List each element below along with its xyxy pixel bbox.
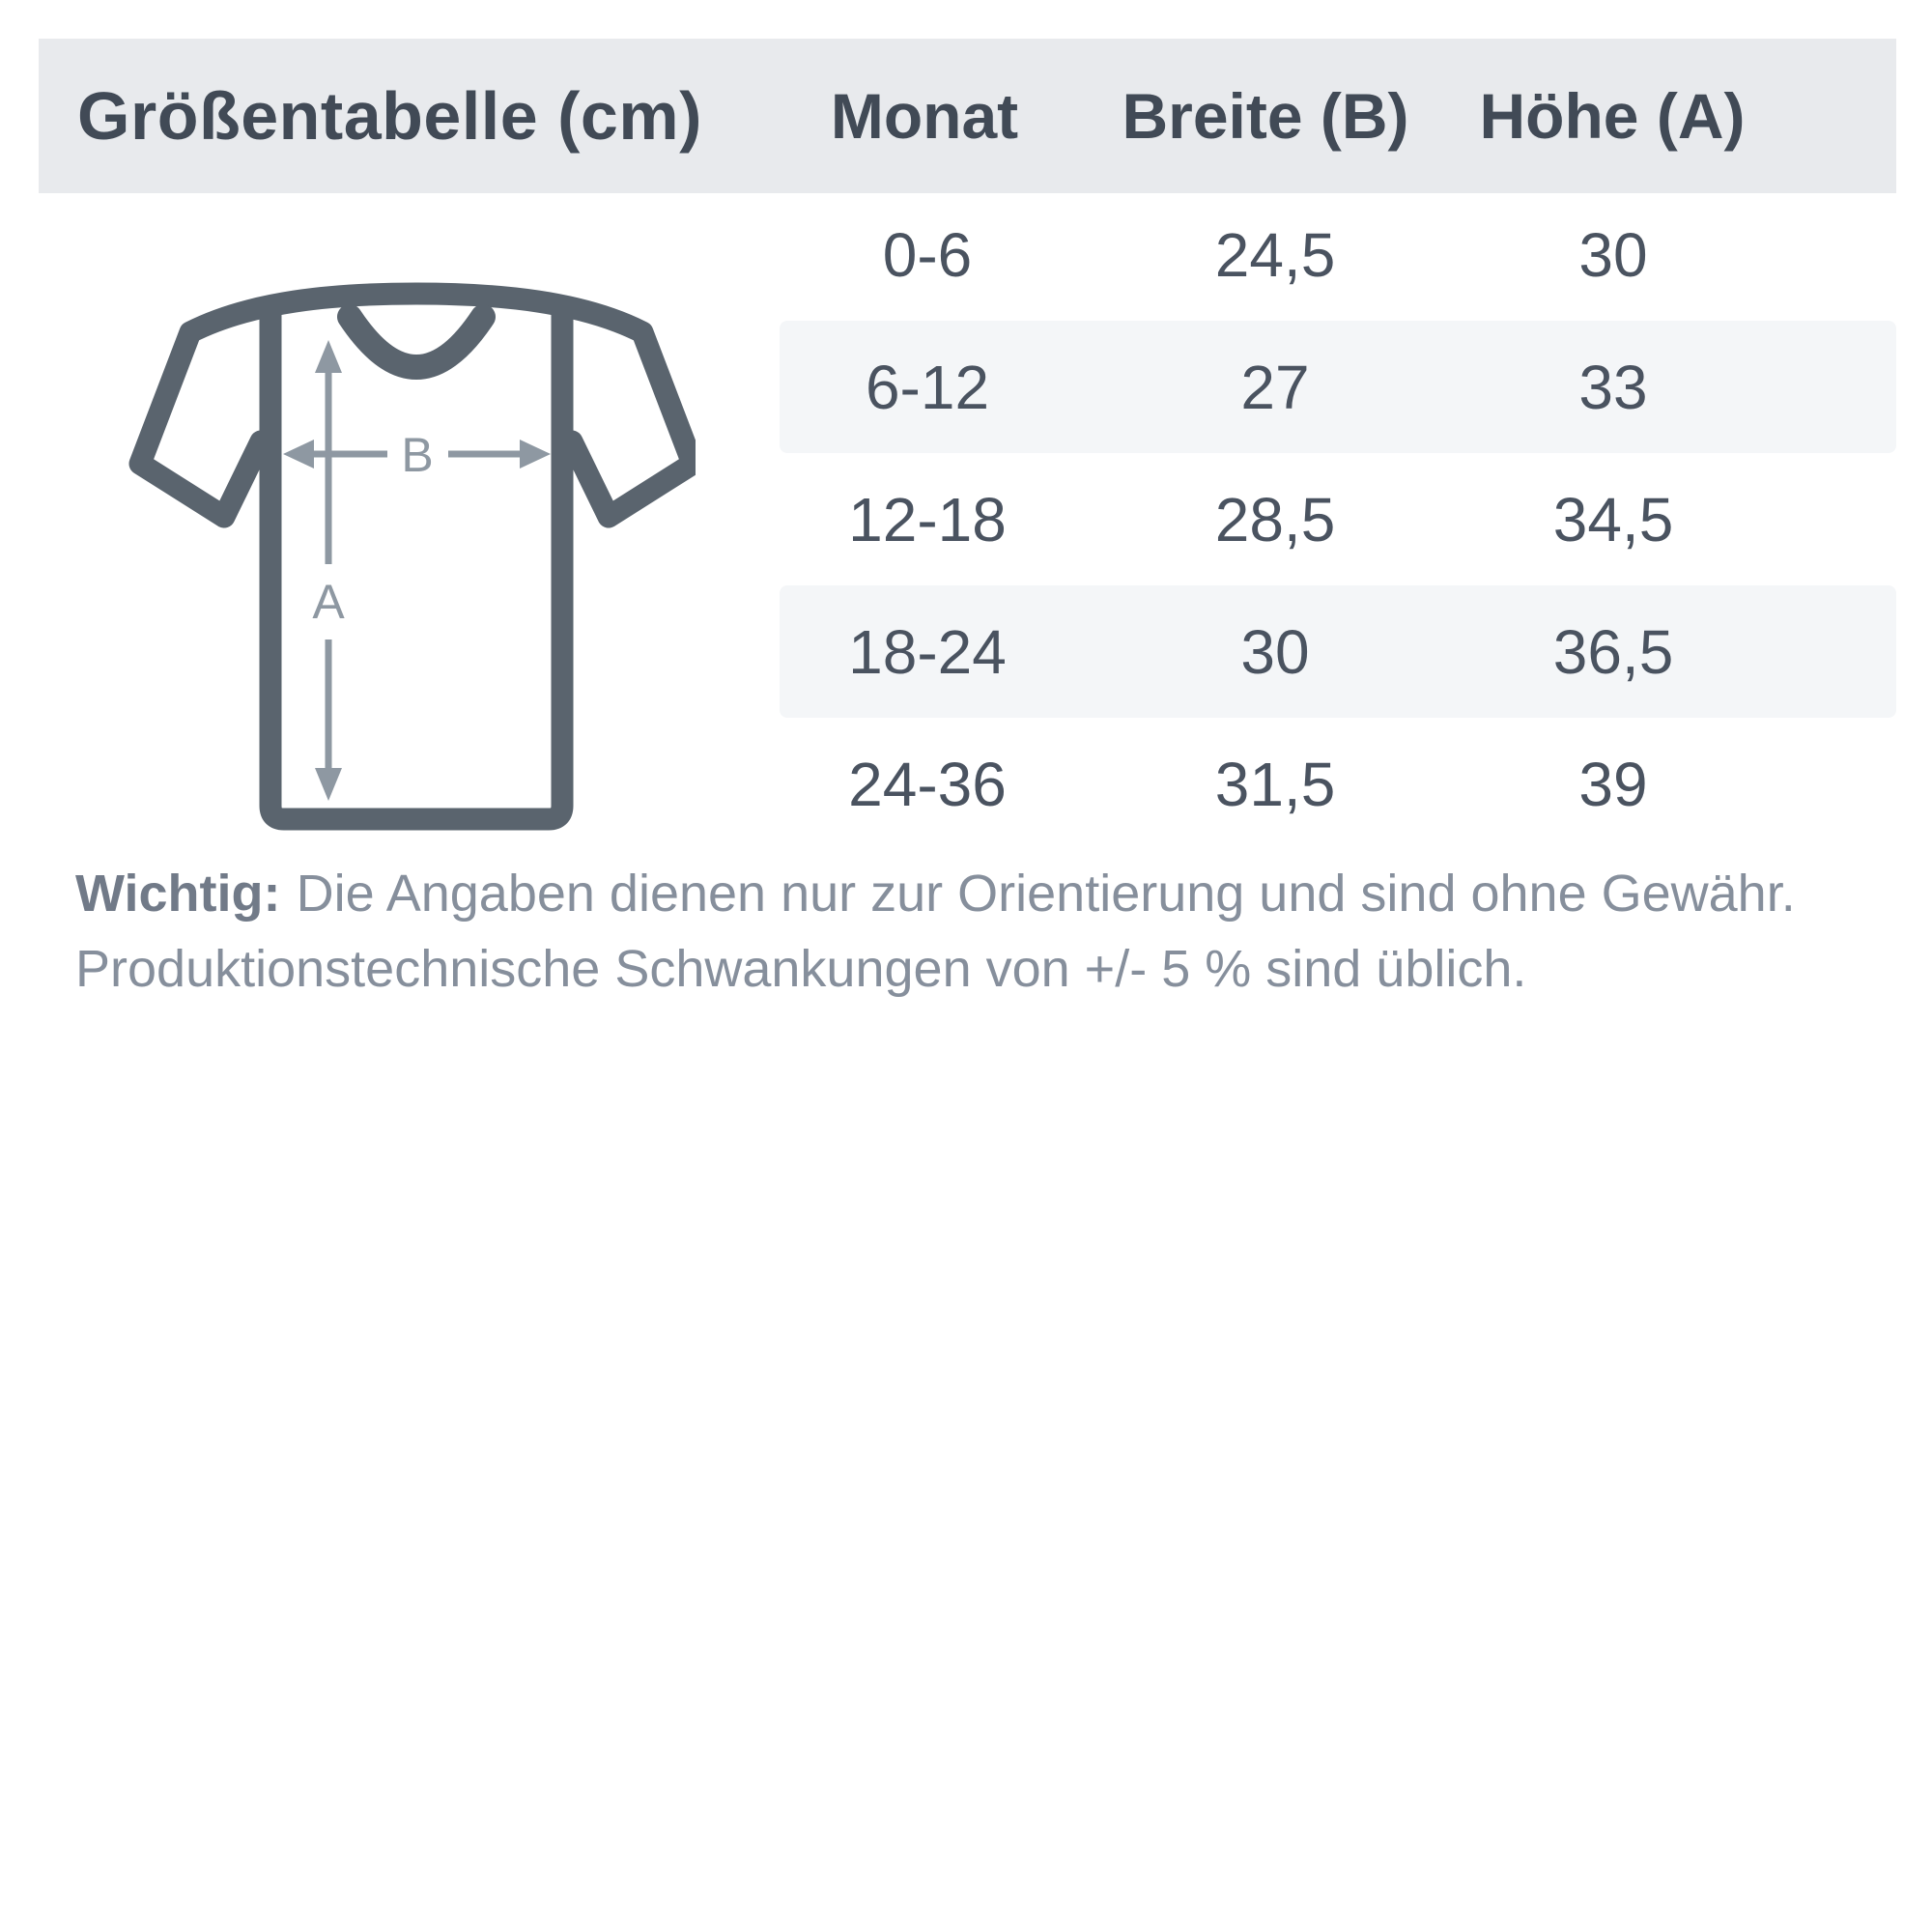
column-header-monat: Monat [830, 80, 1019, 152]
cell-breite: 24,5 [1214, 219, 1336, 290]
cell-hoehe: 33 [1578, 352, 1648, 422]
disclaimer-line-1: Wichtig: Die Angaben dienen nur zur Orien… [75, 856, 1872, 931]
table-row: 6-12 27 33 [0, 321, 1932, 453]
cell-monat: 24-36 [848, 749, 1007, 819]
cell-hoehe: 36,5 [1552, 616, 1674, 687]
cell-breite: 31,5 [1214, 749, 1336, 819]
cell-monat: 12-18 [848, 484, 1007, 554]
cell-breite: 27 [1240, 352, 1310, 422]
height-dimension-arrow [315, 340, 342, 801]
cell-hoehe: 39 [1578, 749, 1648, 819]
disclaimer-text-2: Produktionstechnische Schwankungen von +… [75, 940, 1527, 998]
tshirt-outline [128, 282, 704, 528]
disclaimer-text-1: Die Angaben dienen nur zur Orientierung … [296, 865, 1796, 923]
disclaimer-line-2: Produktionstechnische Schwankungen von +… [75, 931, 1872, 1007]
tshirt-measurement-diagram: A B [97, 282, 704, 881]
width-dimension-arrow [283, 440, 551, 469]
table-header-bar: Größentabelle (cm) Monat Breite (B) Höhe… [39, 39, 1896, 193]
column-header-hoehe: Höhe (A) [1479, 80, 1746, 152]
cell-hoehe: 30 [1578, 219, 1648, 290]
row-highlight-band [780, 585, 1896, 718]
tshirt-icon: A B [128, 282, 704, 831]
column-header-breite: Breite (B) [1122, 80, 1409, 152]
page-title: Größentabelle (cm) [77, 78, 702, 154]
cell-monat: 0-6 [882, 219, 973, 290]
height-label: A [312, 575, 345, 629]
disclaimer-emphasis: Wichtig: [75, 865, 281, 923]
row-highlight-band [780, 321, 1896, 453]
tshirt-collar [337, 304, 496, 380]
width-label: B [401, 428, 433, 482]
table-row: 12-18 28,5 34,5 [0, 453, 1932, 585]
tshirt-body [259, 299, 574, 831]
disclaimer-note: Wichtig: Die Angaben dienen nur zur Orien… [75, 856, 1872, 1007]
table-row: 0-6 24,5 30 [0, 188, 1932, 321]
cell-breite: 30 [1240, 616, 1310, 687]
table-row: 18-24 30 36,5 [0, 585, 1932, 718]
cell-hoehe: 34,5 [1552, 484, 1674, 554]
cell-monat: 18-24 [848, 616, 1007, 687]
cell-monat: 6-12 [865, 352, 990, 422]
cell-breite: 28,5 [1214, 484, 1336, 554]
table-row: 24-36 31,5 39 [0, 718, 1932, 850]
